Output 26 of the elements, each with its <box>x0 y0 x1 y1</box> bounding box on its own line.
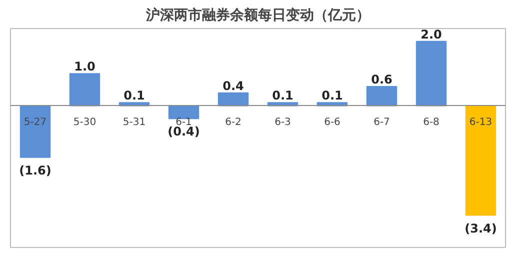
bar <box>465 105 496 216</box>
x-tick-label: 6-3 <box>274 116 291 128</box>
data-label: 0.1 <box>124 88 145 103</box>
data-label: 2.0 <box>420 27 442 42</box>
chart-title: 沪深两市融券余额每日变动（亿元） <box>145 6 370 24</box>
bar <box>168 105 200 120</box>
bar <box>366 86 398 106</box>
bar <box>69 73 100 106</box>
data-label: (3.4) <box>464 221 497 236</box>
data-label: 0.4 <box>222 78 244 93</box>
x-tick-label: 6-8 <box>423 116 440 128</box>
x-tick-label: 6-2 <box>225 116 242 128</box>
x-tick-label: 6-6 <box>324 116 340 128</box>
x-tick-label: 6-7 <box>374 116 390 128</box>
data-label: 1.0 <box>74 60 96 74</box>
bar <box>218 92 249 106</box>
x-tick-label: 5-31 <box>122 116 146 128</box>
bar <box>416 40 447 106</box>
bar <box>20 105 51 158</box>
data-label: 0.1 <box>322 88 343 103</box>
x-tick-label: 5-30 <box>73 116 96 128</box>
data-label: 0.1 <box>272 88 294 103</box>
x-tick-label: 6-13 <box>469 116 492 128</box>
x-tick-label: 5-27 <box>24 116 47 128</box>
data-label: (1.6) <box>19 163 52 178</box>
data-label: 0.6 <box>371 72 392 86</box>
